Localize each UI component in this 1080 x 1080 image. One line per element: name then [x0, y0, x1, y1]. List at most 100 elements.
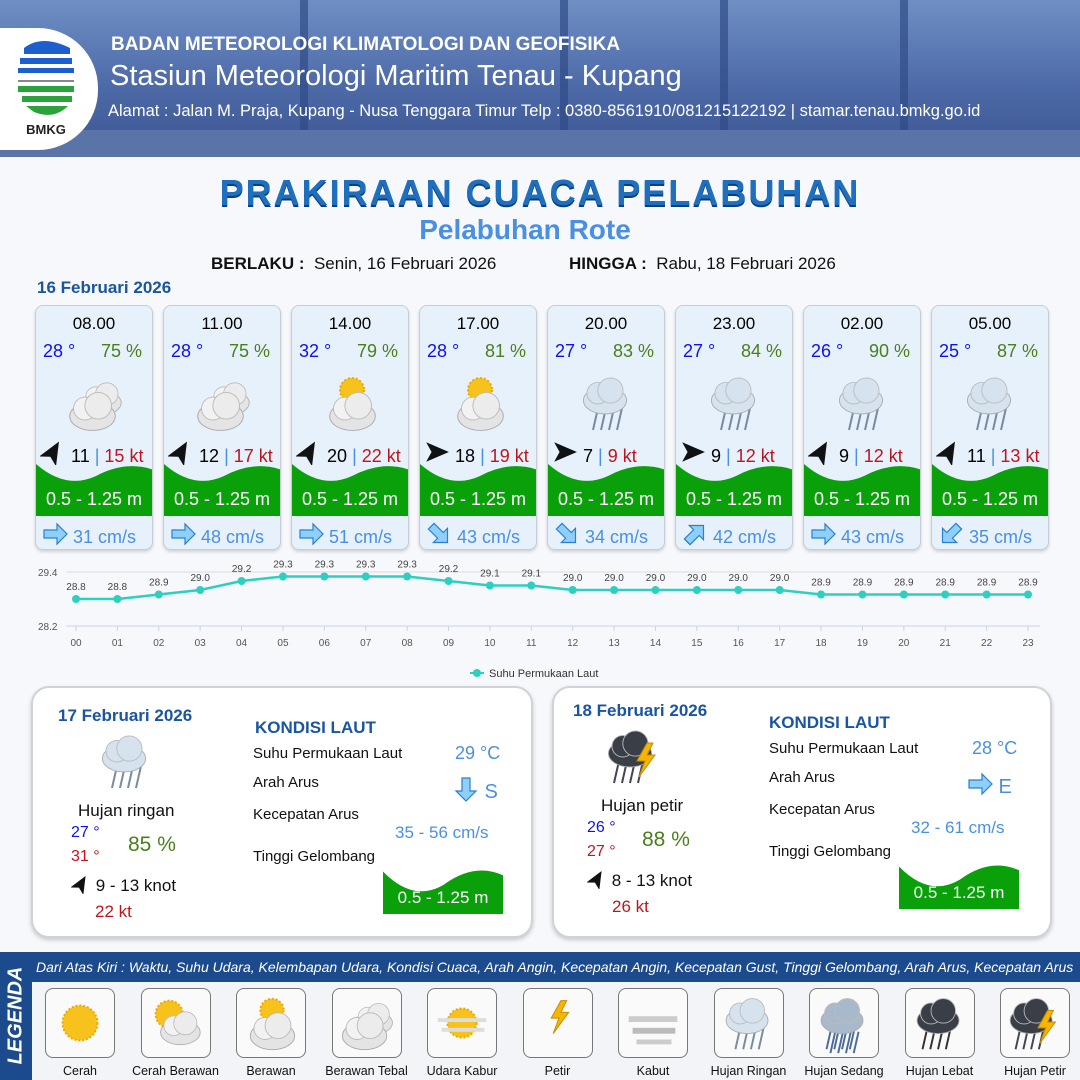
berawan-tebal-icon [197, 382, 250, 431]
wind-speed: 9 [839, 446, 850, 466]
wind-speed: 20 [327, 446, 348, 466]
sst-label: Suhu Permukaan Laut [253, 745, 403, 762]
header-banner: BMKG BADAN METEOROLOGI KLIMATOLOGI DAN G… [0, 0, 1080, 157]
current-direction: S [453, 776, 498, 804]
station-address: Alamat : Jalan M. Praja, Kupang - Nusa T… [108, 102, 981, 120]
wind-info: 11 | 15 kt [39, 439, 152, 467]
org-name: BADAN METEOROLOGI KLIMATOLOGI DAN GEOFIS… [111, 34, 621, 55]
sst-chart: 29.4 28.2 28.8 00 28.8 01 28.9 02 29.0 03 29.2 04 29… [38, 560, 1040, 680]
current-speed: 43 cm/s [457, 527, 521, 547]
panel-date: 18 Februari 2026 [573, 701, 708, 720]
data-point [817, 590, 826, 599]
valid-to-date: Rabu, 18 Februari 2026 [656, 254, 836, 273]
min-temperature: 27 ° [71, 824, 100, 841]
max-temperature: 27 ° [587, 843, 616, 860]
data-point [610, 586, 619, 594]
sst-label: Suhu Permukaan Laut [769, 740, 919, 757]
current-info: 42 cm/s [682, 521, 776, 548]
valid-from-label: BERLAKU : [211, 254, 305, 273]
hujan-petir-icon [607, 730, 656, 784]
current-direction-icon [299, 522, 324, 546]
x-tick-label: 06 [319, 638, 331, 649]
wind-direction-icon [70, 876, 86, 895]
wind-info: 9 | 12 kt [807, 439, 920, 467]
data-point [527, 581, 536, 590]
data-point [72, 595, 80, 603]
wind-info: 12 | 17 kt [167, 439, 280, 467]
data-label: 29.3 [356, 560, 376, 571]
legend-label: Hujan Petir [1004, 1064, 1066, 1078]
humidity: 87 % [996, 341, 1038, 361]
data-label: 29.3 [315, 560, 335, 571]
data-point [403, 572, 412, 581]
gust-speed: 12 kt [735, 446, 775, 466]
wind-speed: 11 [967, 446, 986, 466]
legend-label: Cerah [62, 1064, 98, 1078]
x-tick-label: 19 [857, 638, 869, 649]
wind-speed: 18 [455, 446, 476, 466]
hujan-ringan-icon [710, 377, 756, 431]
current-info: 35 cm/s [938, 521, 1032, 548]
x-tick-label: 08 [402, 638, 414, 649]
current-info: 51 cm/s [298, 521, 392, 548]
wind-speed: 9 [711, 446, 722, 466]
legend-label: Hujan Sedang [804, 1064, 884, 1078]
current-direction-icon [811, 522, 836, 546]
legend-side: LEGENDA [0, 952, 32, 1080]
legend-description: Dari Atas Kiri : Waktu, Suhu Udara, Kele… [32, 952, 1080, 982]
wind-info: 18 | 19 kt [424, 439, 536, 467]
hujan-ringan-icon [966, 377, 1012, 431]
data-point [858, 590, 867, 599]
hujan-ringan-icon [101, 735, 147, 789]
legend-hujan-sedang [809, 988, 879, 1058]
gust-speed: 12 kt [863, 446, 903, 466]
data-label: 29.0 [604, 573, 624, 584]
wave-height-graphic [292, 464, 408, 516]
data-label: 29.0 [729, 573, 749, 584]
wind-direction-icon [167, 441, 187, 467]
kabut-icon [628, 1016, 678, 1045]
current-speed-range: 32 - 61 cm/s [911, 818, 1005, 837]
humidity: 88 % [642, 828, 690, 851]
legend-hujan-lebat [904, 988, 975, 1058]
berawan-icon [249, 997, 296, 1051]
wind-info: 9 | 12 kt [680, 439, 792, 467]
wind-speed: 7 [583, 446, 594, 466]
data-point [444, 577, 453, 585]
data-label: 29.2 [439, 564, 459, 575]
x-tick-label: 18 [815, 638, 827, 649]
x-tick-label: 05 [277, 638, 289, 649]
data-point [651, 586, 660, 594]
gust-speed: 19 kt [489, 446, 529, 466]
page-title: PRAKIRAAN CUACA PELABUHAN [219, 172, 861, 213]
daily-panel: 17 Februari 2026 Hujan ringan 27 ° 31 ° … [31, 686, 533, 938]
data-label: 29.3 [397, 560, 417, 571]
legend-berawan [236, 988, 306, 1058]
wave-height-graphic [932, 464, 1048, 516]
forecast-time: 02.00 [840, 314, 884, 333]
data-label: 29.0 [646, 573, 666, 584]
data-point [734, 586, 743, 594]
air-temperature: 32 ° [299, 341, 332, 361]
wave-graphic: 0.5 - 1.25 m [383, 866, 503, 914]
legend-udara-kabur [427, 988, 497, 1058]
legend-petir [522, 988, 593, 1058]
wave-height-graphic [420, 464, 536, 516]
forecast-time: 14.00 [328, 314, 372, 333]
forecast-card: 11.00 28 ° 75 % 12 | 17 kt 0.5 - 1.25 m … [163, 305, 281, 550]
data-point [237, 577, 246, 585]
legend-hujan-ringan [713, 988, 784, 1058]
wave-height: 0.5 - 1.25 m [557, 489, 655, 509]
x-tick-label: 15 [691, 638, 703, 649]
x-tick-label: 12 [567, 638, 579, 649]
humidity: 90 % [868, 341, 910, 361]
wind-direction-icon [586, 871, 602, 890]
gust-speed: 26 kt [612, 897, 649, 916]
wave-label: Tinggi Gelombang [253, 848, 376, 865]
forecast-card: 05.00 25 ° 87 % 11 | 13 kt 0.5 - 1.25 m … [931, 305, 1049, 550]
data-point [361, 572, 370, 581]
forecast-time: 05.00 [968, 314, 1012, 333]
data-label: 29.0 [190, 573, 210, 584]
berawan-icon [457, 377, 504, 431]
forecast-time: 17.00 [456, 314, 500, 333]
